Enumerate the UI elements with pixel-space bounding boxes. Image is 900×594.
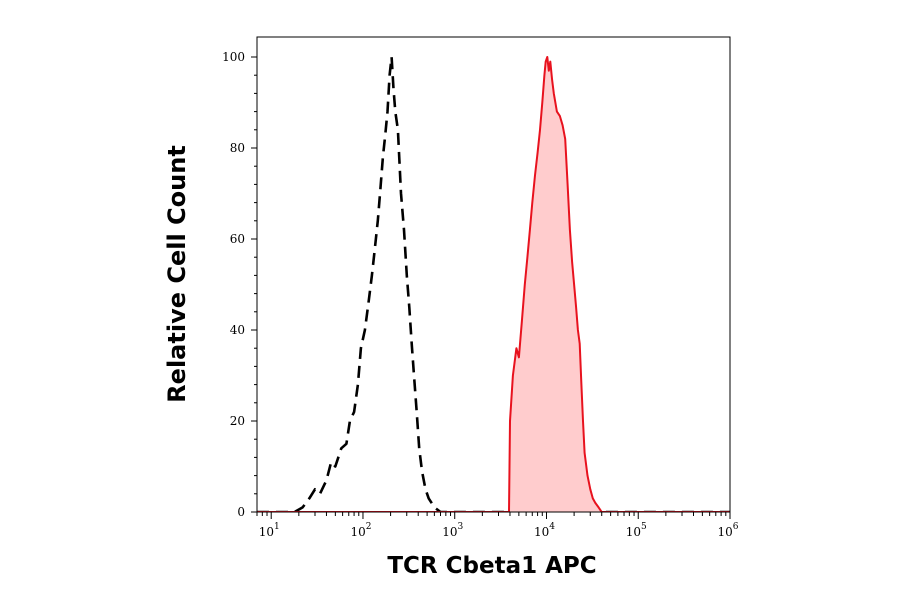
series-1-area <box>257 57 730 512</box>
x-axis-title: TCR Cbeta1 APC <box>387 553 596 579</box>
y-tick-label: 60 <box>230 232 245 246</box>
y-tick-label: 100 <box>222 50 245 64</box>
x-tick-label: 102 <box>350 522 371 539</box>
series-0-line <box>257 55 730 512</box>
y-axis-title: Relative Cell Count <box>163 145 191 403</box>
y-tick-label: 20 <box>230 414 245 428</box>
x-tick-label: 101 <box>259 522 280 539</box>
y-tick-label: 80 <box>230 141 245 155</box>
x-tick-label: 103 <box>442 522 463 539</box>
x-tick-label: 105 <box>626 522 647 539</box>
plot-frame <box>256 36 731 513</box>
series-1-line <box>257 56 730 512</box>
y-tick-label: 0 <box>237 505 245 519</box>
x-tick-label: 104 <box>534 522 555 539</box>
x-tick-label: 106 <box>717 522 738 539</box>
y-tick-label: 40 <box>230 323 245 337</box>
